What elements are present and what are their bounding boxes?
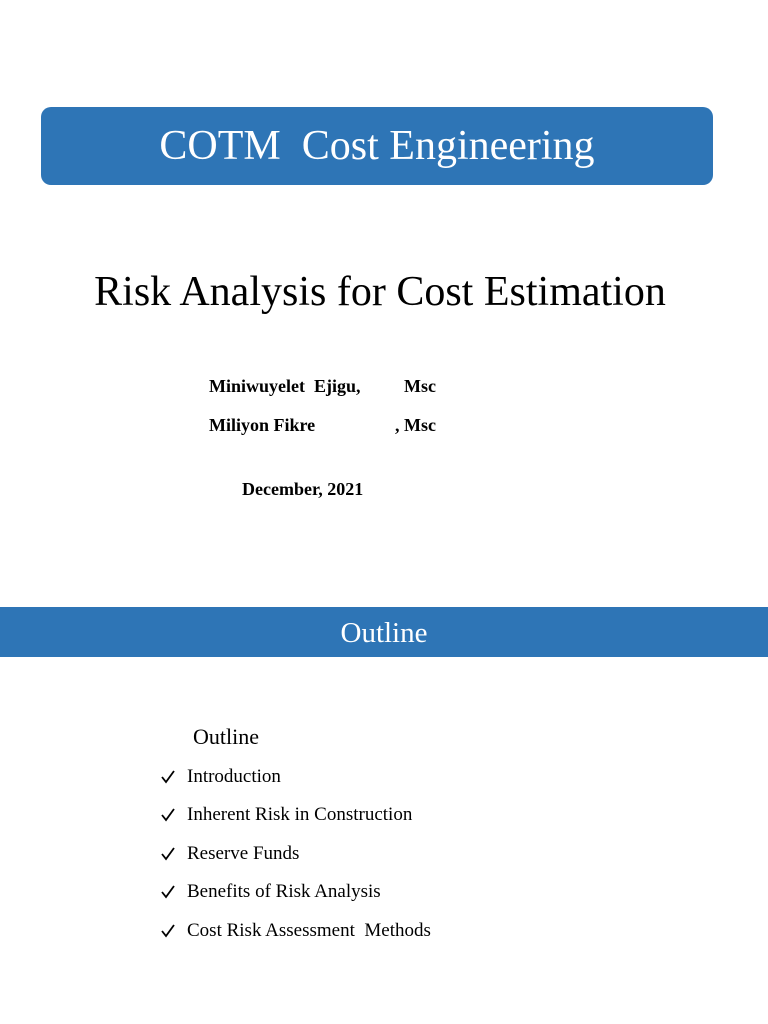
author-name: Miliyon Fikre [209,415,316,435]
author-degree: Msc [404,376,436,396]
banner-title: COTM Cost Engineering [159,123,595,169]
slide-title: Risk Analysis for Cost Estimation [94,269,666,315]
item-text: Cost Risk Assessment Methods [187,920,431,941]
author-name: Miniwuyelet Ejigu, [209,376,361,396]
check-icon [161,847,175,861]
outline-banner: Outline [0,607,768,657]
item-text: Benefits of Risk Analysis [187,881,381,902]
item-text: Inherent Risk in Construction [187,804,413,825]
item-text: Introduction [187,766,281,787]
outline-heading: Outline [193,724,259,749]
date: December, 2021 [242,479,364,499]
title-banner: COTM Cost Engineering [41,107,713,185]
item-text: Reserve Funds [187,843,300,864]
check-icon [161,924,175,938]
banner-title: Outline [340,617,428,649]
check-icon [161,885,175,899]
check-icon [161,770,175,784]
author-degree: , Msc [395,415,436,435]
check-icon [161,808,175,822]
